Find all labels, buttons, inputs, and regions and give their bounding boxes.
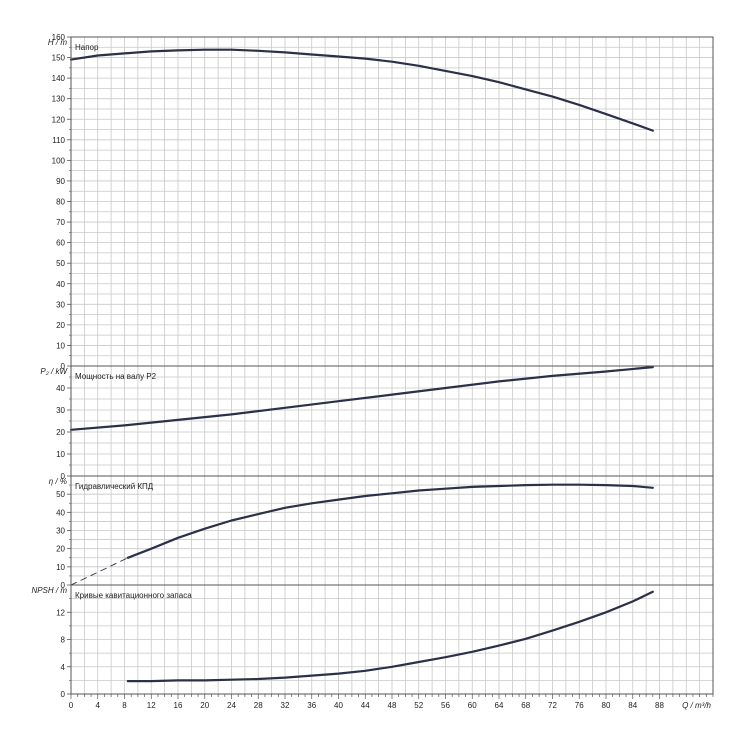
x-tick-label: 12 bbox=[147, 701, 156, 710]
y-tick-label: 0 bbox=[61, 581, 66, 590]
curve-layer bbox=[69, 48, 654, 683]
x-axis-label: Q / m³/h bbox=[682, 701, 711, 710]
x-tick-label: 48 bbox=[388, 701, 397, 710]
y-axis-label: η / % bbox=[49, 477, 67, 486]
y-tick-label: 150 bbox=[52, 54, 66, 63]
y-tick-label: 160 bbox=[52, 33, 66, 42]
y-tick-label: 30 bbox=[56, 527, 65, 536]
x-tick-label: 52 bbox=[414, 701, 423, 710]
y-tick-label: 4 bbox=[61, 663, 66, 672]
y-axis-label: P₂ / kW bbox=[40, 367, 68, 376]
x-tick-label: 28 bbox=[254, 701, 263, 710]
y-tick-label: 20 bbox=[56, 321, 65, 330]
panel-title: Кривые кавитационного запаса bbox=[75, 591, 192, 600]
x-tick-label: 20 bbox=[200, 701, 209, 710]
y-tick-label: 70 bbox=[56, 218, 65, 227]
y-tick-label: 60 bbox=[56, 239, 65, 248]
y-tick-label: 40 bbox=[56, 280, 65, 289]
y-tick-label: 30 bbox=[56, 406, 65, 415]
y-tick-label: 140 bbox=[52, 74, 66, 83]
x-tick-label: 40 bbox=[334, 701, 343, 710]
y-tick-label: 20 bbox=[56, 545, 65, 554]
y-tick-label: 120 bbox=[52, 115, 66, 124]
x-tick-label: 4 bbox=[96, 701, 101, 710]
y-tick-label: 0 bbox=[61, 690, 66, 699]
y-tick-label: 50 bbox=[56, 259, 65, 268]
y-tick-label: 12 bbox=[56, 608, 65, 617]
y-tick-label: 40 bbox=[56, 508, 65, 517]
x-tick-label: 44 bbox=[361, 701, 370, 710]
y-tick-label: 90 bbox=[56, 177, 65, 186]
y-axis-label: NPSH / m bbox=[31, 586, 67, 595]
panel-title: Гидравлический КПД bbox=[75, 482, 154, 491]
x-tick-label: 60 bbox=[468, 701, 477, 710]
x-tick-label: 80 bbox=[602, 701, 611, 710]
curve-series bbox=[126, 483, 654, 559]
x-tick-label: 24 bbox=[227, 701, 236, 710]
curve-series bbox=[69, 48, 654, 132]
frame-layer bbox=[67, 36, 714, 699]
y-tick-label: 0 bbox=[61, 362, 66, 371]
x-tick-label: 32 bbox=[281, 701, 290, 710]
panel-title: Мощность на валу P2 bbox=[75, 372, 157, 381]
y-tick-label: 110 bbox=[52, 136, 65, 145]
y-tick-label: 10 bbox=[56, 563, 65, 572]
y-tick-label: 8 bbox=[61, 636, 66, 645]
x-tick-label: 0 bbox=[69, 701, 74, 710]
y-tick-label: 80 bbox=[56, 198, 65, 207]
x-tick-label: 36 bbox=[307, 701, 316, 710]
x-tick-label: 72 bbox=[548, 701, 557, 710]
x-tick-label: 8 bbox=[122, 701, 127, 710]
text-layer: 0102030405060708090100110120130140150160… bbox=[31, 33, 711, 710]
curve-series bbox=[69, 366, 654, 431]
y-tick-label: 130 bbox=[52, 95, 66, 104]
curve-series bbox=[126, 590, 654, 683]
y-tick-label: 10 bbox=[56, 450, 65, 459]
x-tick-label: 84 bbox=[628, 701, 637, 710]
y-tick-label: 10 bbox=[56, 341, 65, 350]
x-tick-label: 76 bbox=[575, 701, 584, 710]
x-tick-label: 56 bbox=[441, 701, 450, 710]
x-tick-label: 16 bbox=[174, 701, 183, 710]
y-tick-label: 50 bbox=[56, 490, 65, 499]
y-tick-label: 100 bbox=[52, 156, 66, 165]
x-tick-label: 64 bbox=[495, 701, 504, 710]
y-tick-label: 40 bbox=[56, 384, 65, 393]
y-tick-label: 20 bbox=[56, 428, 65, 437]
x-tick-label: 88 bbox=[655, 701, 664, 710]
panel-title: Напор bbox=[75, 43, 99, 52]
y-tick-label: 30 bbox=[56, 300, 65, 309]
y-tick-label: 0 bbox=[61, 472, 66, 481]
x-tick-label: 68 bbox=[521, 701, 530, 710]
y-axis-label: H / m bbox=[48, 38, 67, 47]
